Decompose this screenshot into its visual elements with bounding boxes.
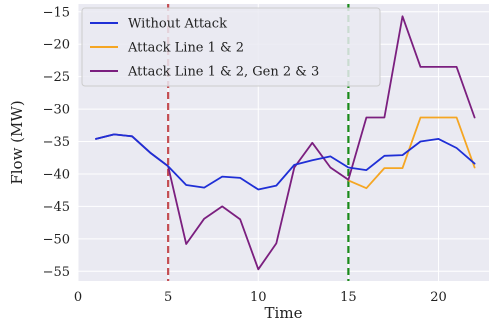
y-tick-label: −45 bbox=[43, 200, 70, 215]
series-line bbox=[95, 133, 476, 191]
series-lines bbox=[95, 15, 476, 271]
x-tick-label: 10 bbox=[250, 290, 267, 305]
legend-label: Attack Line 1 & 2, Gen 2 & 3 bbox=[127, 65, 319, 80]
y-tick-label: −25 bbox=[43, 70, 70, 85]
y-tick-label: −20 bbox=[43, 38, 70, 53]
legend-box bbox=[81, 7, 381, 87]
legend: Without Attack Attack Line 1 & 2 Attack Li… bbox=[81, 7, 381, 87]
y-tick-label: −15 bbox=[43, 5, 70, 20]
y-tick-label: −40 bbox=[43, 167, 70, 182]
tick-labels: 0 5 10 15 20 −15 −20 −25 −30 −35 −40 −45 −50 −55 bbox=[43, 5, 447, 305]
legend-label: Attack Line 1 & 2 bbox=[127, 41, 244, 56]
series-line bbox=[347, 116, 476, 190]
x-tick-label: 20 bbox=[430, 290, 447, 305]
y-tick-label: −50 bbox=[43, 232, 70, 247]
y-tick-label: −55 bbox=[43, 265, 70, 280]
y-axis-title: Flow (MW) bbox=[8, 100, 26, 184]
y-tick-label: −30 bbox=[43, 103, 70, 118]
x-tick-label: 0 bbox=[74, 290, 82, 305]
x-tick-label: 5 bbox=[164, 290, 172, 305]
x-tick-label: 15 bbox=[340, 290, 357, 305]
legend-label: Without Attack bbox=[128, 17, 227, 32]
y-tick-label: −35 bbox=[43, 135, 70, 150]
x-axis-title: Time bbox=[265, 304, 303, 322]
